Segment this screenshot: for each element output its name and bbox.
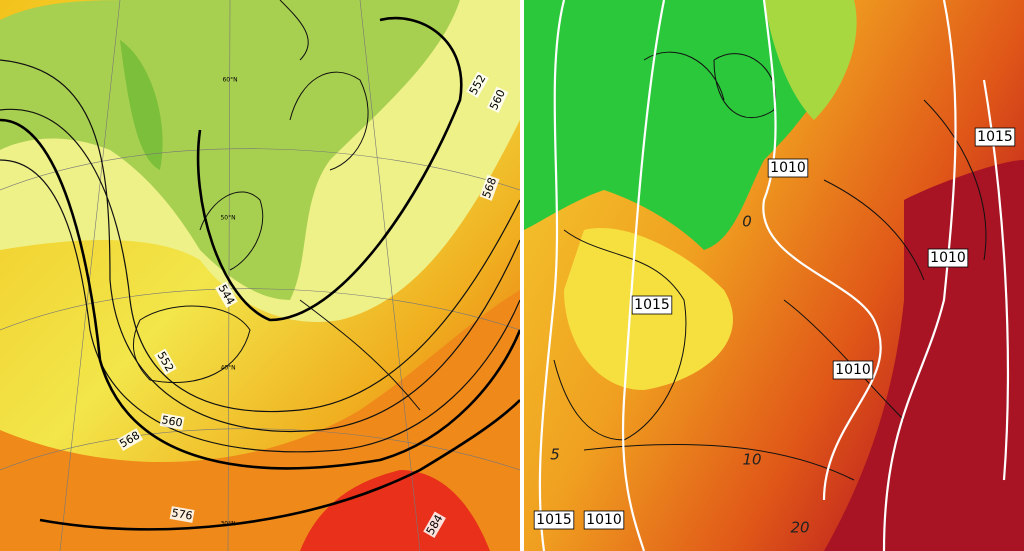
label-box xyxy=(631,295,673,315)
label-box xyxy=(583,510,625,530)
graticule xyxy=(0,0,520,551)
label-box xyxy=(533,510,575,530)
isobar xyxy=(538,0,1010,551)
latitude-label: 60°N xyxy=(222,77,237,84)
temperature-label: 10 xyxy=(742,451,761,469)
isobar-label: 1015 xyxy=(536,512,572,528)
label-box xyxy=(479,174,500,201)
isobar-label: 1015 xyxy=(977,129,1013,145)
contour-label: 560 xyxy=(161,413,184,429)
light-green-field xyxy=(764,0,857,120)
isobar-label: 1010 xyxy=(930,250,966,266)
isobar-label: 1015 xyxy=(634,297,670,313)
label-box xyxy=(927,248,969,268)
label-box xyxy=(154,348,177,375)
label-box xyxy=(832,360,874,380)
contour-line-bold xyxy=(0,16,520,531)
isobar-label: 1010 xyxy=(770,160,806,176)
latitude-label: 30°N xyxy=(220,521,235,528)
label-box xyxy=(423,511,446,538)
label-box xyxy=(116,428,143,451)
green-field xyxy=(524,0,846,250)
label-box xyxy=(215,281,238,308)
coastline xyxy=(132,0,421,411)
green-field xyxy=(0,0,460,300)
pressure-temperature-map: 1010 1015 1010 1015 1010 1015 1010 5 10 … xyxy=(524,0,1024,551)
temperature-label: 20 xyxy=(790,519,809,537)
temperature-label: 5 xyxy=(550,446,560,464)
latitude-label: 50°N xyxy=(220,215,235,222)
isobar-label: 1010 xyxy=(835,362,871,378)
geopotential-map: 552 560 568 544 552 560 568 576 584 60°N… xyxy=(0,0,520,551)
label-box xyxy=(159,413,185,430)
coastline xyxy=(553,51,987,481)
contour-line xyxy=(0,59,520,453)
red-field xyxy=(300,470,490,551)
label-box xyxy=(169,506,195,523)
dark-green-field xyxy=(120,40,163,170)
label-box xyxy=(974,127,1016,147)
isobar-label: 1010 xyxy=(586,512,622,528)
dark-red-field xyxy=(824,160,1024,551)
temperature-label: 0 xyxy=(742,213,752,231)
contour-label: 576 xyxy=(171,506,194,522)
label-box xyxy=(767,158,809,178)
label-box xyxy=(486,86,509,113)
latitude-label: 40°N xyxy=(220,365,235,372)
label-box xyxy=(466,71,489,98)
